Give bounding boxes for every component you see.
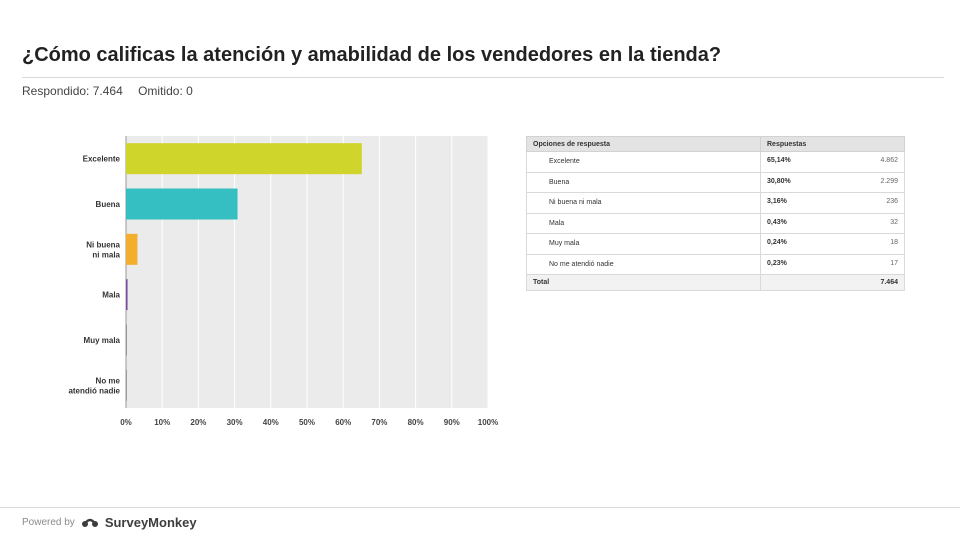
option-label: Ni buena ni mala xyxy=(526,192,761,214)
x-tick-label: 70% xyxy=(371,418,387,427)
response-cell: 30,80% 2.299 xyxy=(760,171,905,193)
x-tick-label: 10% xyxy=(154,418,170,427)
response-percent: 0,24% xyxy=(767,239,787,246)
response-cell: 0,43% 32 xyxy=(760,212,905,234)
bar xyxy=(126,324,127,356)
response-count: 32 xyxy=(890,218,898,226)
table-row: Ni buena ni mala 3,16% 236 xyxy=(526,192,905,214)
response-summary: Respondido: 7.464 Omitido: 0 xyxy=(22,84,205,98)
response-table: Opciones de respuesta Respuestas Excelen… xyxy=(526,136,905,291)
skipped-count: Omitido: 0 xyxy=(138,84,193,98)
category-label: Buena xyxy=(96,200,121,209)
table-row: Muy mala 0,24% 18 xyxy=(526,233,905,255)
response-percent: 65,14% xyxy=(767,157,791,164)
bar xyxy=(126,369,127,401)
category-label: Muy mala xyxy=(84,336,121,345)
col-header-options: Opciones de respuesta xyxy=(526,136,761,152)
total-label: Total xyxy=(526,274,761,291)
response-count: 2.299 xyxy=(880,177,898,185)
total-value: 7.464 xyxy=(760,274,905,291)
option-label: No me atendió nadie xyxy=(526,253,761,275)
x-tick-label: 40% xyxy=(263,418,279,427)
category-label: Mala xyxy=(102,291,120,300)
answered-count: Respondido: 7.464 xyxy=(22,84,123,98)
x-tick-label: 60% xyxy=(335,418,351,427)
response-percent: 30,80% xyxy=(767,177,791,185)
x-tick-label: 90% xyxy=(444,418,460,427)
title-divider xyxy=(22,77,944,78)
table-row: No me atendió nadie 0,23% 17 xyxy=(526,253,905,275)
response-count: 4.862 xyxy=(880,157,898,164)
response-cell: 0,23% 17 xyxy=(760,253,905,275)
response-percent: 3,16% xyxy=(767,198,787,205)
x-tick-label: 100% xyxy=(478,418,498,427)
col-header-responses: Respuestas xyxy=(760,136,905,152)
x-tick-label: 20% xyxy=(190,418,206,427)
bar xyxy=(126,233,138,265)
bar xyxy=(126,143,362,175)
footer: Powered by SurveyMonkey xyxy=(22,515,197,530)
x-tick-label: 30% xyxy=(227,418,243,427)
response-cell: 0,24% 18 xyxy=(760,233,905,255)
powered-by-label: Powered by xyxy=(22,517,75,528)
question-title: ¿Cómo calificas la atención y amabilidad… xyxy=(22,44,722,66)
bar xyxy=(126,279,128,311)
option-label: Mala xyxy=(526,212,761,234)
response-count: 17 xyxy=(890,259,898,267)
response-cell: 65,14% 4.862 xyxy=(760,151,905,173)
response-percent: 0,43% xyxy=(767,218,787,226)
footer-divider xyxy=(0,507,960,508)
table-header-row: Opciones de respuesta Respuestas xyxy=(526,136,905,152)
response-count: 18 xyxy=(890,239,898,246)
table-row: Mala 0,43% 32 xyxy=(526,212,905,234)
table-row: Excelente 65,14% 4.862 xyxy=(526,151,905,173)
option-label: Excelente xyxy=(526,151,761,173)
category-label: Ni buena ni mala xyxy=(86,240,120,259)
option-label: Muy mala xyxy=(526,233,761,255)
x-tick-label: 0% xyxy=(120,418,132,427)
x-tick-label: 50% xyxy=(299,418,315,427)
option-label: Buena xyxy=(526,171,761,193)
response-count: 236 xyxy=(886,198,898,205)
category-label: Excelente xyxy=(83,155,121,164)
surveymonkey-logo-icon xyxy=(81,518,98,527)
table-row: Buena 30,80% 2.299 xyxy=(526,171,905,193)
response-cell: 3,16% 236 xyxy=(760,192,905,214)
response-percent: 0,23% xyxy=(767,259,787,267)
table-total-row: Total 7.464 xyxy=(526,274,905,291)
x-tick-label: 80% xyxy=(408,418,424,427)
bar xyxy=(126,188,238,220)
brand-name: SurveyMonkey xyxy=(104,515,197,530)
category-label: No me atendió nadie xyxy=(68,376,120,395)
bar-chart: 0% 10% 20% 30% 40% 50% 60% 70% 80% 90% 100% Excelen… xyxy=(68,136,498,427)
